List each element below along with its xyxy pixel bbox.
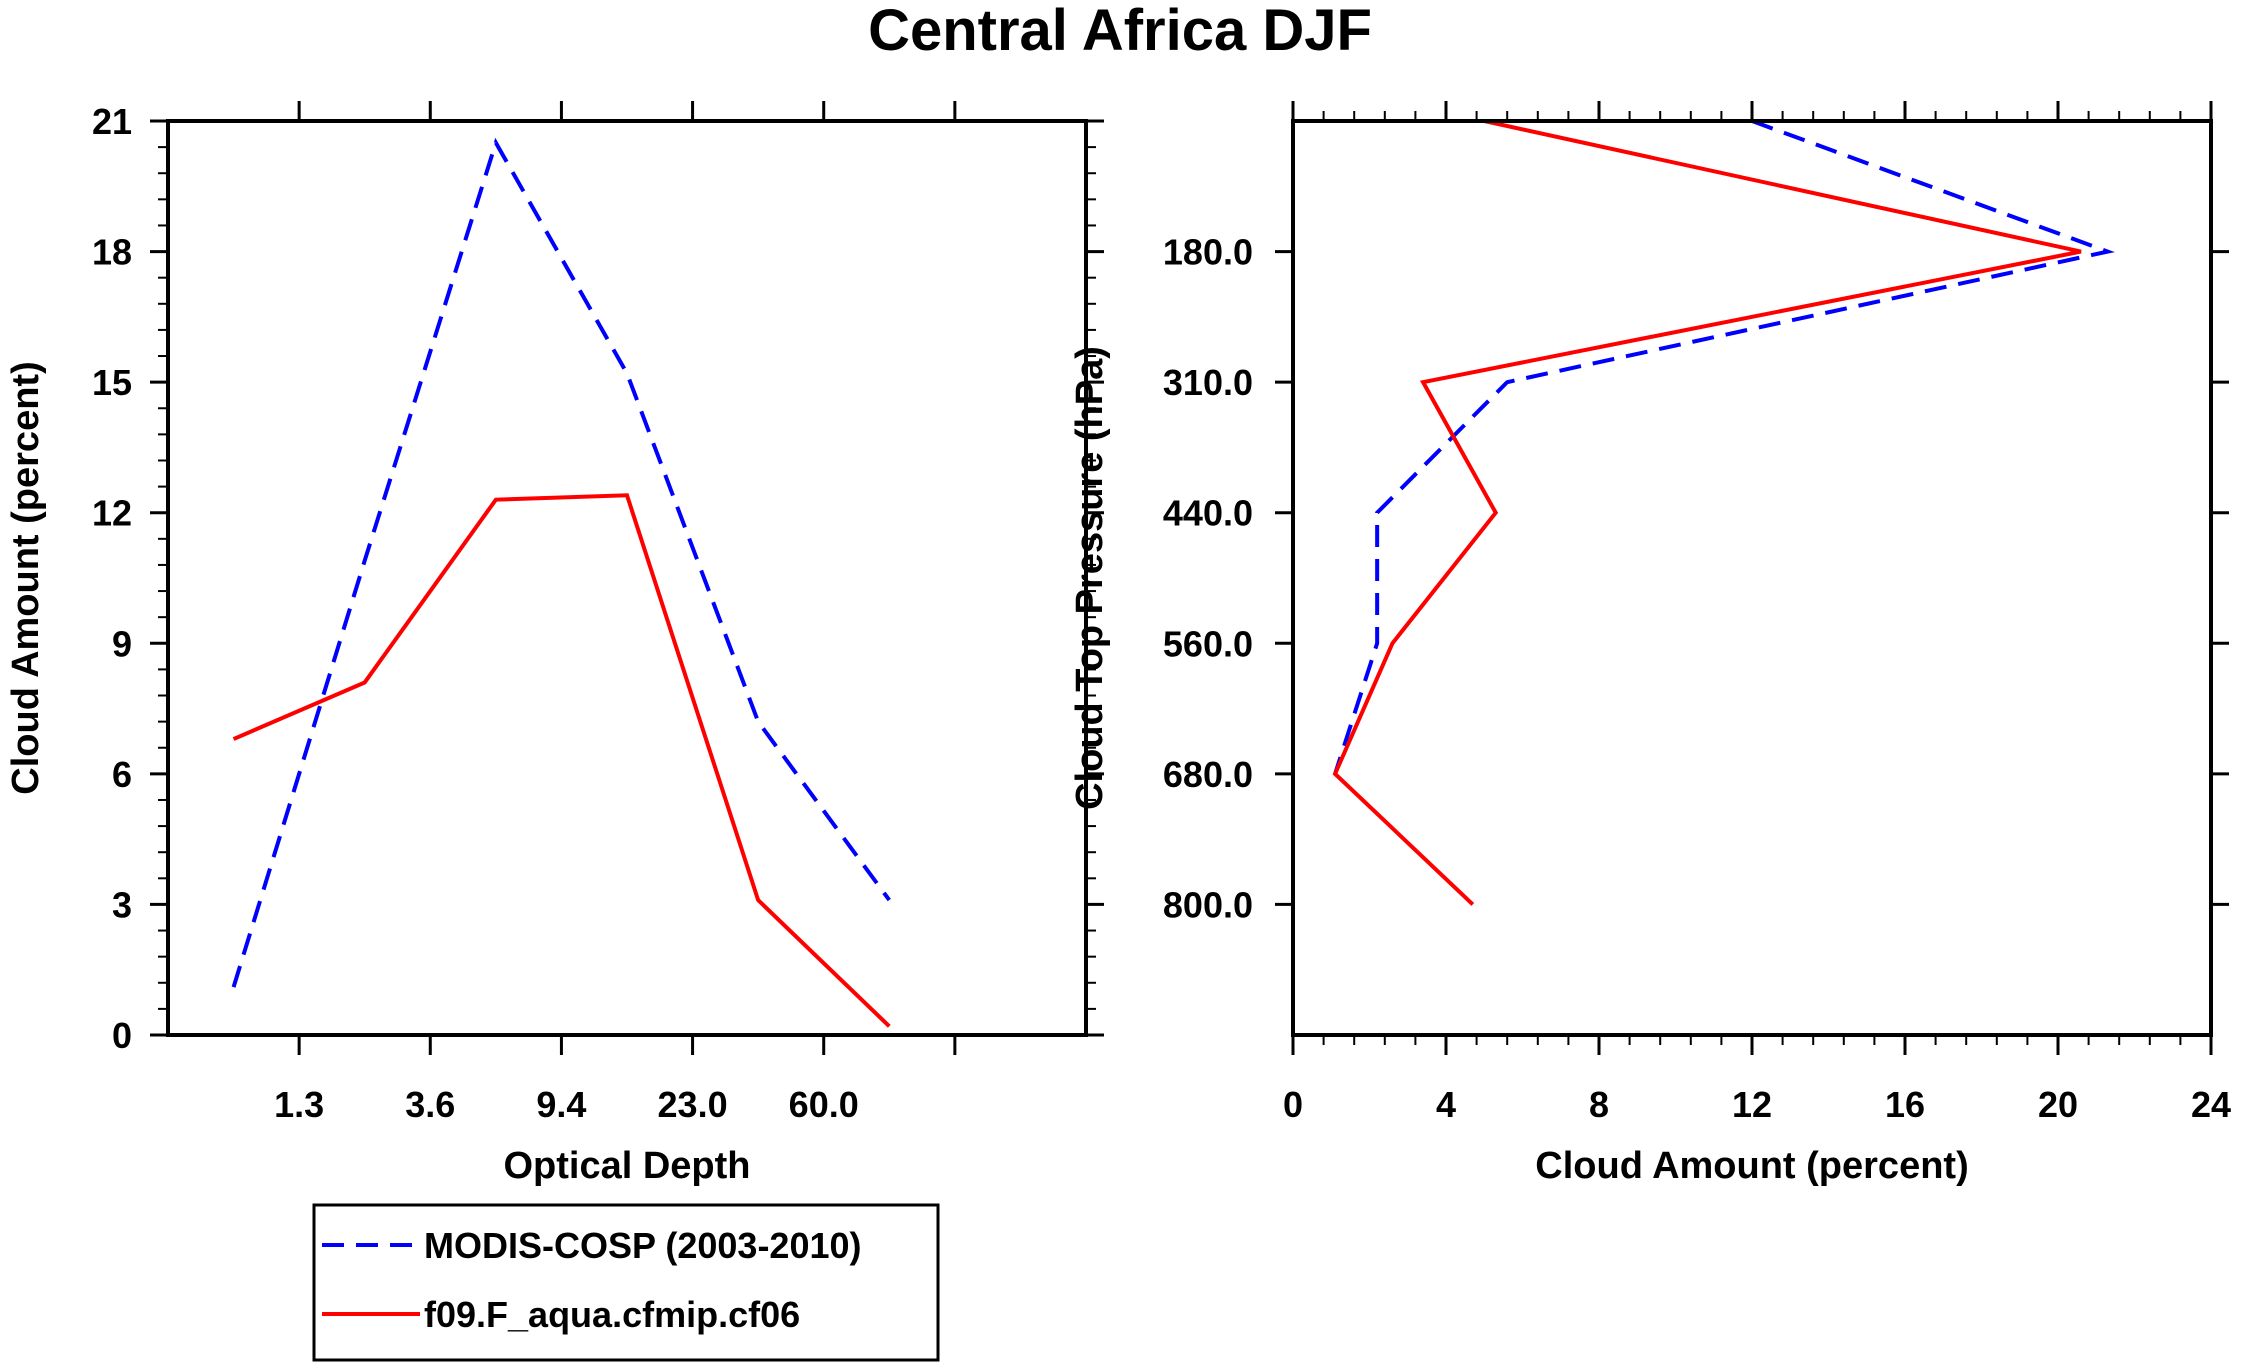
legend-label-model: f09.F_aqua.cfmip.cf06: [424, 1294, 800, 1335]
legend: MODIS-COSP (2003-2010) f09.F_aqua.cfmip.…: [312, 1203, 940, 1362]
left-y-axis-label: Cloud Amount (percent): [5, 361, 47, 794]
right-x-tick-label: 12: [1732, 1084, 1772, 1125]
legend-label-modis: MODIS-COSP (2003-2010): [424, 1225, 862, 1266]
left-x-tick-label: 3.6: [405, 1084, 455, 1125]
right-y-tick-label: 180.0: [1163, 232, 1253, 273]
left-y-tick-label: 0: [112, 1015, 132, 1056]
left-y-tick-label: 6: [112, 754, 132, 795]
left-y-tick-label: 15: [92, 362, 132, 403]
left-panel-optical-depth: 0 3 6 9 12 15 18 21 1.3 3.6 9.4 23.0 60.0 Optical De…: [5, 101, 1104, 1187]
left-y-tick-label: 21: [92, 101, 132, 142]
left-x-tick-label: 60.0: [789, 1084, 859, 1125]
right-y-tick-label: 310.0: [1163, 362, 1253, 403]
right-series-line-1: [1332, 119, 2082, 906]
right-x-tick-label: 8: [1589, 1084, 1609, 1125]
legend-box: [312, 1203, 940, 1362]
right-x-axis-label: Cloud Amount (percent): [1535, 1145, 1968, 1187]
left-y-tick-label: 12: [92, 493, 132, 534]
left-plot-frame: [166, 119, 1088, 1037]
left-series-line-1: [232, 493, 891, 1028]
right-panel-cloud-top-pressure: 0 4 8 12 16 20 24 180.0 310.0 440.0 560.0 680.0 800.…: [1069, 101, 2231, 1187]
right-x-tick-label: 24: [2191, 1084, 2231, 1125]
left-x-tick-label: 1.3: [274, 1084, 324, 1125]
right-y-tick-label: 680.0: [1163, 754, 1253, 795]
right-x-tick-label: 4: [1436, 1084, 1456, 1125]
right-series-line-0: [1333, 119, 2115, 775]
left-y-tick-label: 3: [112, 884, 132, 925]
right-plot-frame: [1291, 119, 2213, 1037]
left-x-tick-label: 9.4: [536, 1084, 586, 1125]
right-y-axis-label: Cloud Top Pressure (hPa): [1069, 346, 1111, 810]
right-x-tick-label: 0: [1283, 1084, 1303, 1125]
left-y-tick-label: 18: [92, 232, 132, 273]
right-x-tick-label: 20: [2038, 1084, 2078, 1125]
chart-title: Central Africa DJF: [868, 0, 1372, 63]
left-x-tick-label: 23.0: [658, 1084, 728, 1125]
left-y-tick-label: 9: [112, 623, 132, 664]
right-y-tick-label: 440.0: [1163, 493, 1253, 534]
left-x-axis-label: Optical Depth: [503, 1145, 750, 1187]
right-y-tick-label: 560.0: [1163, 623, 1253, 664]
right-y-tick-label: 800.0: [1163, 884, 1253, 925]
right-x-tick-label: 16: [1885, 1084, 1925, 1125]
